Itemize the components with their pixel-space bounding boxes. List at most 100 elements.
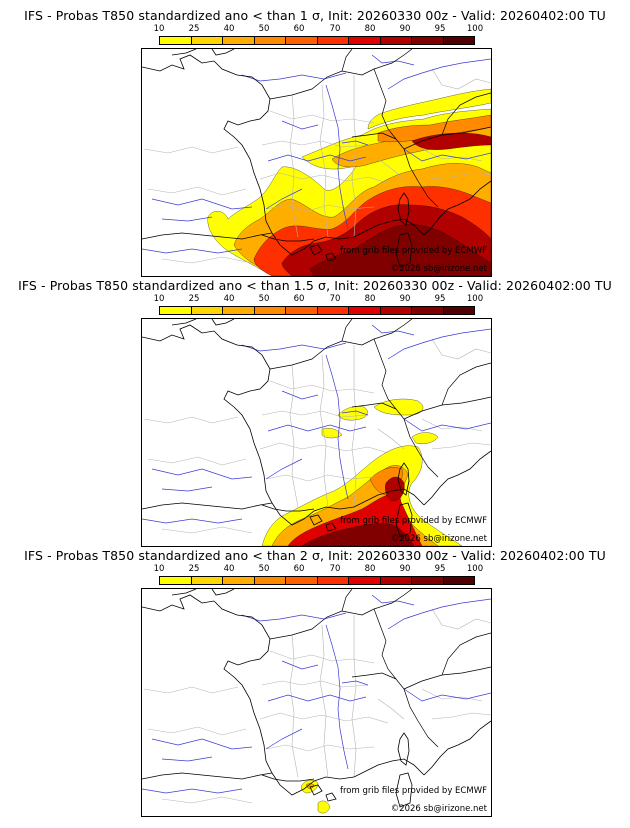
colorbar-label: 70 (329, 294, 341, 304)
colorbar-swatch (286, 577, 318, 584)
river (341, 680, 369, 686)
country-border (269, 49, 413, 100)
river (281, 390, 319, 400)
probability-contour (317, 800, 331, 814)
country-border (403, 126, 491, 150)
probability-contour (321, 428, 343, 439)
colorbar-swatch (160, 577, 192, 584)
region-boundary (289, 364, 299, 508)
river (387, 598, 491, 630)
colorbar-swatch (317, 577, 349, 584)
river (371, 54, 415, 66)
coastline (171, 319, 235, 326)
probability-colorbar: 10 25 40 50 60 70 80 90 95 100 (154, 24, 484, 54)
colorbar-swatch (286, 37, 318, 44)
colorbar-swatch (380, 577, 412, 584)
colorbar-label: 60 (293, 24, 305, 34)
river (403, 688, 491, 702)
colorbar-swatch (254, 37, 286, 44)
colorbar-label: 10 (153, 294, 165, 304)
map-canvas (142, 589, 491, 814)
panel-title: IFS - Probas T850 standardized ano < tha… (24, 548, 606, 563)
region-boundary (377, 698, 405, 720)
island-coastline (397, 462, 410, 496)
island-coastline (395, 232, 413, 268)
region-boundary (269, 650, 375, 664)
probability-contour (301, 523, 415, 546)
colorbar-labels: 10 25 40 50 60 70 80 90 95 100 (154, 24, 484, 36)
colorbar-label: 60 (293, 294, 305, 304)
colorbar-label: 60 (293, 564, 305, 574)
country-border (351, 402, 397, 410)
river (325, 84, 349, 230)
river (387, 58, 491, 90)
coastline (423, 720, 491, 776)
region-boundary (261, 680, 369, 688)
colorbar-swatch (349, 577, 381, 584)
map-canvas (142, 319, 491, 546)
region-boundary (261, 410, 369, 418)
river (387, 328, 491, 360)
river (403, 418, 491, 432)
country-border (261, 774, 315, 782)
colorbar-swatch (223, 37, 255, 44)
region-boundary (161, 256, 253, 264)
colorbar-label: 100 (466, 24, 484, 34)
region-boundary (259, 712, 389, 724)
region-boundary (161, 526, 253, 534)
river (265, 728, 303, 750)
probability-contour (367, 88, 491, 130)
country-border (373, 608, 405, 690)
coastline (423, 180, 491, 236)
colorbar-label: 40 (223, 294, 235, 304)
river (161, 756, 213, 762)
colorbar-label: 10 (153, 564, 165, 574)
region-boundary (147, 456, 247, 466)
colorbar-label: 90 (399, 24, 411, 34)
colorbar-label: 80 (364, 24, 376, 34)
colorbar-label: 95 (434, 564, 446, 574)
colorbar-label: 90 (399, 564, 411, 574)
colorbar-swatches (159, 306, 475, 315)
region-boundary (161, 796, 253, 804)
river (267, 424, 367, 432)
country-border (341, 319, 353, 342)
river (151, 468, 253, 480)
river (403, 148, 491, 162)
region-boundary (143, 686, 239, 694)
region-boundary (351, 75, 357, 238)
island-coastline (309, 514, 337, 532)
colorbar-label: 50 (258, 24, 270, 34)
colorbar-label: 40 (223, 24, 235, 34)
country-border (341, 589, 353, 612)
country-border (269, 589, 413, 640)
country-border (351, 672, 397, 680)
probability-contour (377, 114, 491, 142)
region-boundary (319, 354, 329, 508)
river (281, 120, 319, 130)
colorbar-label: 95 (434, 24, 446, 34)
colorbar-label: 95 (434, 294, 446, 304)
colorbar-label: 90 (399, 294, 411, 304)
coastline (142, 324, 425, 526)
region-boundary (431, 608, 491, 630)
colorbar-swatch (412, 37, 444, 44)
coastline (171, 589, 235, 596)
country-border (403, 688, 439, 748)
country-border (341, 49, 353, 72)
region-boundary (351, 615, 357, 778)
country-border (351, 132, 397, 140)
river (281, 660, 319, 670)
region-boundary (261, 140, 369, 148)
country-border (261, 504, 315, 512)
river (325, 624, 349, 770)
region-boundary (289, 634, 299, 778)
colorbar-swatch (443, 307, 474, 314)
river (371, 324, 415, 336)
colorbar-label: 70 (329, 564, 341, 574)
colorbar-swatch (317, 307, 349, 314)
colorbar-swatch (380, 37, 412, 44)
river (241, 342, 347, 352)
probability-colorbar: 10 25 40 50 60 70 80 90 95 100 (154, 564, 483, 594)
colorbar-swatch (254, 307, 286, 314)
